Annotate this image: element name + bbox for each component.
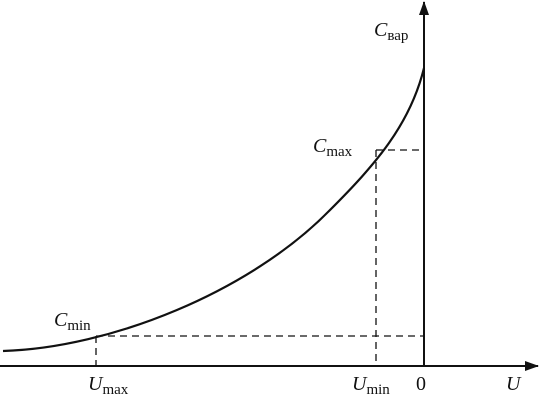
label-sub: max bbox=[102, 382, 128, 398]
label-main: U bbox=[352, 373, 368, 395]
label-sub: min bbox=[67, 318, 91, 334]
u-max-label: Umax bbox=[88, 373, 129, 398]
y-axis-label: Cвар bbox=[374, 19, 408, 44]
capacitance-curve bbox=[2, 67, 426, 353]
label-main: U bbox=[88, 373, 104, 395]
c-max-label: Cmax bbox=[313, 135, 353, 160]
label-sub: max bbox=[326, 144, 352, 160]
origin-label: 0 bbox=[416, 373, 426, 395]
label-sub: вар bbox=[387, 28, 408, 44]
u-min-label: Umin bbox=[352, 373, 390, 398]
guide-lines bbox=[95, 149, 424, 366]
label-main: C bbox=[313, 135, 327, 157]
label-main: C bbox=[374, 19, 388, 41]
label-main: C bbox=[54, 309, 68, 331]
x-axis-label: U bbox=[506, 373, 522, 395]
c-min-label: Cmin bbox=[54, 309, 91, 334]
label-sub: min bbox=[366, 382, 390, 398]
